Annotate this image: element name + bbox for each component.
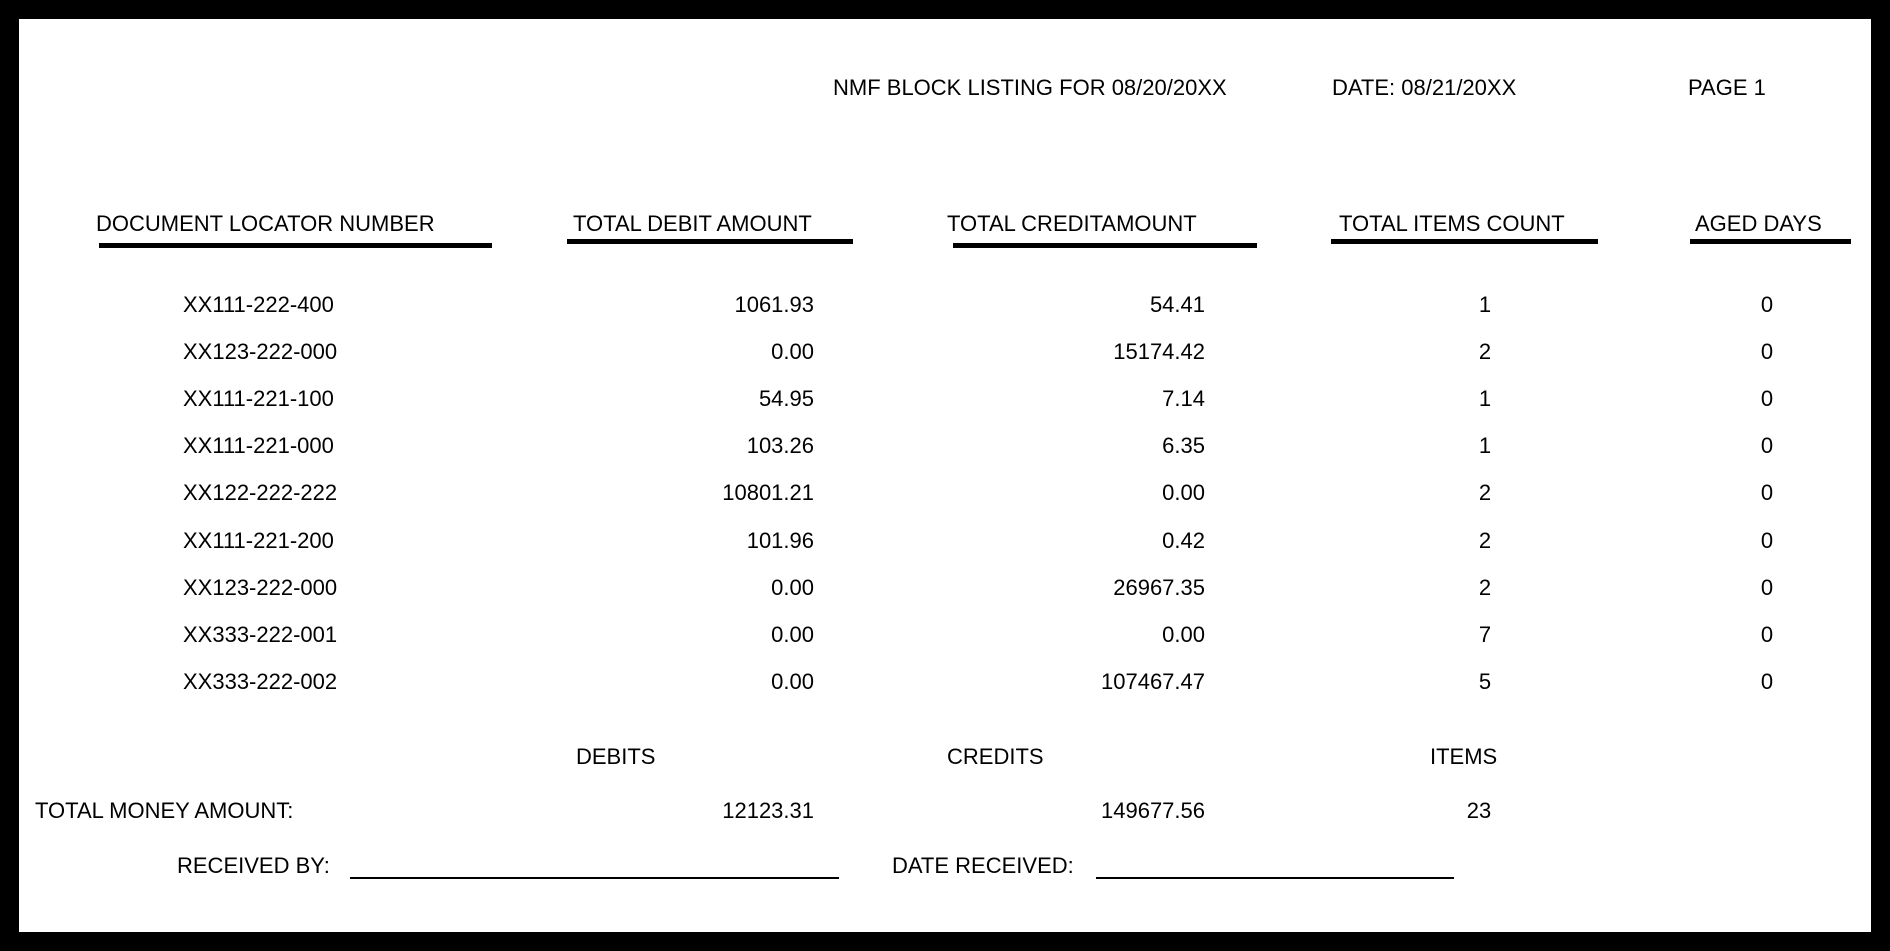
cell-debit: 54.95 bbox=[758, 386, 814, 412]
cell-dln: XX123-222-000 bbox=[183, 574, 338, 600]
total-debits: 12123.31 bbox=[722, 798, 814, 823]
cell-debit: 1061.93 bbox=[734, 292, 814, 317]
column-header-items: TOTAL ITEMS COUNT bbox=[1339, 211, 1565, 236]
cell-items: 1 bbox=[1478, 433, 1492, 459]
cell-aged: 0 bbox=[1760, 668, 1774, 694]
cell-items: 5 bbox=[1478, 668, 1492, 694]
cell-credit: 0.00 bbox=[1162, 621, 1205, 647]
cell-debit: 10801.21 bbox=[722, 480, 814, 506]
date-received-line[interactable] bbox=[1096, 877, 1454, 879]
date-received-label: DATE RECEIVED: bbox=[892, 853, 1074, 878]
column-header-debit: TOTAL DEBIT AMOUNT bbox=[573, 211, 812, 236]
cell-dln: XX111-221-000 bbox=[183, 433, 334, 459]
cell-aged: 0 bbox=[1760, 574, 1774, 600]
cell-items: 2 bbox=[1478, 527, 1492, 553]
cell-aged: 0 bbox=[1760, 480, 1774, 506]
cell-items: 1 bbox=[1478, 386, 1492, 412]
cell-debit: 101.96 bbox=[746, 527, 814, 553]
cell-debit: 0.00 bbox=[771, 668, 814, 694]
cell-dln: XX333-222-001 bbox=[183, 621, 338, 647]
cell-credit: 6.35 bbox=[1162, 433, 1205, 459]
cell-aged: 0 bbox=[1760, 621, 1774, 647]
received-by-label: RECEIVED BY: bbox=[177, 853, 330, 878]
cell-credit: 0.42 bbox=[1162, 527, 1205, 553]
cell-credit: 26967.35 bbox=[1113, 574, 1205, 600]
cell-items: 1 bbox=[1478, 292, 1492, 317]
column-header-credit: TOTAL CREDITAMOUNT bbox=[947, 211, 1197, 236]
cell-items: 2 bbox=[1478, 480, 1492, 506]
cell-credit: 107467.47 bbox=[1101, 668, 1205, 694]
received-by-signature-line[interactable] bbox=[350, 877, 839, 879]
cell-credit: 7.14 bbox=[1162, 386, 1205, 412]
cell-credit: 0.00 bbox=[1162, 480, 1205, 506]
column-underline bbox=[99, 243, 492, 248]
cell-dln: XX111-222-400 bbox=[183, 292, 334, 317]
report-date: DATE: 08/21/20XX bbox=[1332, 75, 1517, 100]
cell-items: 7 bbox=[1478, 621, 1492, 647]
cell-aged: 0 bbox=[1760, 386, 1774, 412]
cell-debit: 0.00 bbox=[771, 621, 814, 647]
cell-items: 2 bbox=[1478, 574, 1492, 600]
total-money-label: TOTAL MONEY AMOUNT: bbox=[35, 798, 294, 823]
column-header-dln: DOCUMENT LOCATOR NUMBER bbox=[96, 211, 435, 236]
column-underline bbox=[1690, 239, 1851, 244]
cell-credit: 15174.42 bbox=[1113, 339, 1205, 365]
cell-aged: 0 bbox=[1760, 527, 1774, 553]
total-credits: 149677.56 bbox=[1101, 798, 1205, 823]
cell-debit: 103.26 bbox=[746, 433, 814, 459]
cell-items: 2 bbox=[1478, 339, 1492, 365]
cell-dln: XX111-221-200 bbox=[183, 527, 334, 553]
totals-items-label: ITEMS bbox=[1430, 744, 1498, 769]
cell-debit: 0.00 bbox=[771, 574, 814, 600]
totals-credits-label: CREDITS bbox=[947, 744, 1044, 769]
totals-debits-label: DEBITS bbox=[576, 744, 656, 769]
report-page: NMF BLOCK LISTING FOR 08/20/20XX DATE: 0… bbox=[19, 19, 1871, 932]
total-items: 23 bbox=[1466, 798, 1492, 823]
cell-dln: XX333-222-002 bbox=[183, 668, 338, 694]
column-underline bbox=[567, 239, 853, 244]
column-underline bbox=[1331, 239, 1598, 244]
column-underline bbox=[953, 243, 1257, 248]
cell-dln: XX122-222-222 bbox=[183, 480, 338, 506]
cell-aged: 0 bbox=[1760, 433, 1774, 459]
report-title: NMF BLOCK LISTING FOR 08/20/20XX bbox=[833, 75, 1227, 100]
cell-aged: 0 bbox=[1760, 339, 1774, 365]
cell-debit: 0.00 bbox=[771, 339, 814, 365]
column-header-aged: AGED DAYS bbox=[1695, 211, 1822, 236]
page-number: PAGE 1 bbox=[1688, 75, 1766, 100]
cell-dln: XX123-222-000 bbox=[183, 339, 338, 365]
cell-dln: XX111-221-100 bbox=[183, 386, 334, 412]
cell-aged: 0 bbox=[1760, 292, 1774, 317]
cell-credit: 54.41 bbox=[1149, 292, 1205, 317]
